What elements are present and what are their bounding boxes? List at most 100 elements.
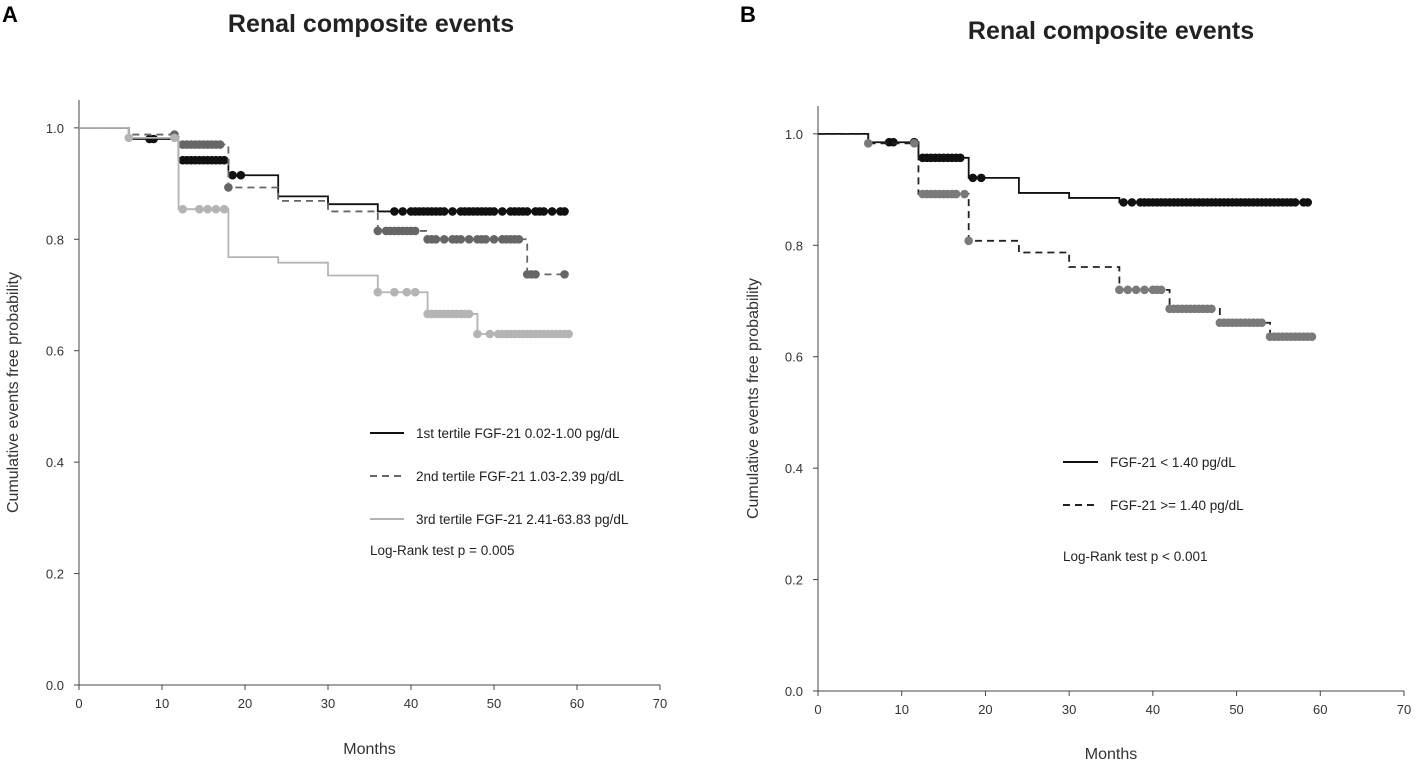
panel-b-series-2-line <box>818 132 1312 338</box>
panel-b-series-2-censor-mark <box>960 189 969 199</box>
panel-a-series-1-censor-mark <box>539 207 549 216</box>
panel-b-chart: 0 10 20 30 40 50 60 70 0.0 0.2 0.4 0.6 0.8 1.0 Months C… <box>745 106 1411 763</box>
panel-a-series-3-censor-mark <box>390 287 399 297</box>
panel-a-series-1-censor-mark <box>439 207 449 216</box>
panel-a-legend-label-2: 2nd tertile FGF-21 1.03-2.39 pg/dL <box>416 469 624 484</box>
panel-a-series-3-censor-mark <box>195 204 204 214</box>
panel-b-x-tick-label: 70 <box>1397 702 1411 717</box>
panel-a-series-2-censor-mark <box>410 226 420 236</box>
panel-b-series-2-censor-mark <box>909 139 919 148</box>
panel-a-series-1-censor-mark <box>498 207 507 216</box>
panel-a-series-2-censor-mark <box>481 234 491 244</box>
panel-b-legend-label-2: FGF-21 >= 1.40 pg/dL <box>1110 498 1244 513</box>
panel-b-x-tick-label: 40 <box>1146 702 1160 717</box>
panel-b-series-1-censor-mark <box>968 173 978 183</box>
panel-b-series-1-censor-mark <box>889 137 898 147</box>
panel-b-series-2-censor-mark <box>1207 304 1216 314</box>
panel-a-legend-label-3: 3rd tertile FGF-21 2.41-63.83 pg/dL <box>416 512 629 527</box>
panel-a-series-2-censor-mark <box>215 140 225 149</box>
panel-a-series-3-censor-mark <box>564 329 573 339</box>
panel-b-y-tick-label: 0.0 <box>785 684 803 699</box>
panel-a-series-3-censor-mark <box>203 204 212 214</box>
panel-a-series-3-censor-mark <box>402 287 412 297</box>
panel-a-x-tick-label: 40 <box>404 696 418 711</box>
panel-a-x-tick-label: 60 <box>570 696 584 711</box>
panel-a-series-1-censor-mark <box>522 207 532 216</box>
panel-a-y-tick-label: 0.2 <box>46 567 64 582</box>
panel-b-series-2-censor-mark <box>1307 332 1317 341</box>
panel-a-series-1-censor-mark <box>448 207 457 216</box>
panel-a-letter: A <box>2 2 18 27</box>
panel-b-x-tick-label: 60 <box>1313 702 1327 717</box>
panel-a-series-1-censor-mark <box>547 207 557 216</box>
panel-b-series-2-censor-mark <box>1131 285 1141 295</box>
panel-a-series-2-censor-mark <box>224 183 233 192</box>
panel-b-y-axis-label: Cumulative events free probability <box>745 278 762 519</box>
panel-a-series-2-censor-mark <box>373 226 383 236</box>
panel-a-series-1-line <box>79 126 565 213</box>
panel-a-series-2-censor-mark <box>456 234 466 244</box>
panel-a-series-3-censor-mark <box>410 287 420 297</box>
panel-a-series-1-censor-mark <box>149 134 158 144</box>
panel-a-series-3-censor-mark <box>464 309 474 319</box>
panel-a-x-tick-label: 30 <box>321 696 335 711</box>
panel-b-series-2-censor-mark <box>1115 285 1124 295</box>
panel-b-x-tick-label: 20 <box>978 702 992 717</box>
panel-a-x-tick-label: 20 <box>238 696 252 711</box>
panel-b-x-tick-label: 30 <box>1062 702 1076 717</box>
panel-a-x-tick-label: 0 <box>75 696 82 711</box>
panel-a-series-1-censor-mark <box>228 170 237 180</box>
panel-a-y-axis-label: Cumulative events free probability <box>5 272 22 513</box>
panel-b-series-1-censor-mark <box>1119 198 1128 207</box>
panel-a-logrank-annotation: Log-Rank test p = 0.005 <box>370 543 514 558</box>
panel-b-y-tick-label: 0.2 <box>785 573 803 588</box>
panel-a-y-tick-label: 0.4 <box>46 455 64 470</box>
panel-a-series-3-censor-mark <box>178 204 188 214</box>
panel-a-series-2-censor-mark <box>514 234 524 244</box>
panel-a-legend-label-1: 1st tertile FGF-21 0.02-1.00 pg/dL <box>416 426 620 441</box>
panel-b-series-2-censor-mark <box>964 236 973 246</box>
panel-a-series-2-censor-mark <box>431 234 441 244</box>
panel-a-series-1-censor-mark <box>489 207 499 216</box>
panel-a-series-3-censor-mark <box>473 329 482 339</box>
panel-a-x-tick-label: 10 <box>155 696 169 711</box>
panel-a-x-tick-label: 50 <box>487 696 501 711</box>
panel-b-series-2-censor-mark <box>863 139 873 148</box>
panel-b-series-1-censor-mark <box>1127 198 1137 207</box>
panel-a-series-2-censor-mark <box>439 234 449 244</box>
panel-a-series-3-censor-mark <box>485 329 495 339</box>
panel-a-series-3-censor-mark <box>211 204 221 214</box>
panel-b-series-1-censor-mark <box>1290 198 1300 207</box>
panel-a-series-1-censor-mark <box>398 207 408 216</box>
panel-a-chart: 0 10 20 30 40 50 60 70 0.0 0.2 0.4 0.6 0.8 1.0 Months C… <box>5 100 667 758</box>
panel-a-title: Renal composite events <box>228 10 514 38</box>
panel-b-series-2-censor-mark <box>1257 318 1266 328</box>
panel-a-series-2-censor-mark <box>464 234 474 244</box>
panel-a-series-3-censor-mark <box>124 133 134 143</box>
panel-a-y-tick-label: 1.0 <box>46 121 64 136</box>
panel-a-series-3-censor-mark <box>219 204 229 214</box>
panel-b-y-tick-label: 1.0 <box>785 127 803 142</box>
panel-b-series-1-censor-mark <box>976 173 986 183</box>
panel-b-y-tick-label: 0.4 <box>785 461 803 476</box>
panel-a-series-2-censor-mark <box>531 270 540 279</box>
panel-b-series-2-censor-mark <box>1123 285 1133 295</box>
panel-b-series-2-censor-mark <box>1156 285 1166 295</box>
panel-b-title: Renal composite events <box>968 17 1254 45</box>
panel-b-series-1-censor-mark <box>1303 198 1313 207</box>
panel-b-y-tick-label: 0.8 <box>785 238 803 253</box>
panel-b-series-1-line <box>818 132 1308 204</box>
panel-a-series-1-censor-mark <box>560 207 569 216</box>
panel-b-series-1-censor-mark <box>956 153 965 163</box>
panel-a-y-tick-label: 0.0 <box>46 678 64 693</box>
panel-b-x-axis-label: Months <box>1085 746 1137 763</box>
panel-b-letter: B <box>740 2 756 27</box>
panel-b-x-tick-label: 0 <box>814 702 821 717</box>
panel-b-y-tick-label: 0.6 <box>785 350 803 365</box>
panel-b-series-2-censor-mark <box>1140 285 1149 295</box>
panel-b-x-tick-label: 50 <box>1229 702 1243 717</box>
panel-a-series-2-censor-mark <box>489 234 499 244</box>
panel-a-series-2-line <box>79 126 565 276</box>
panel-a-series-2-censor-mark <box>560 270 569 279</box>
